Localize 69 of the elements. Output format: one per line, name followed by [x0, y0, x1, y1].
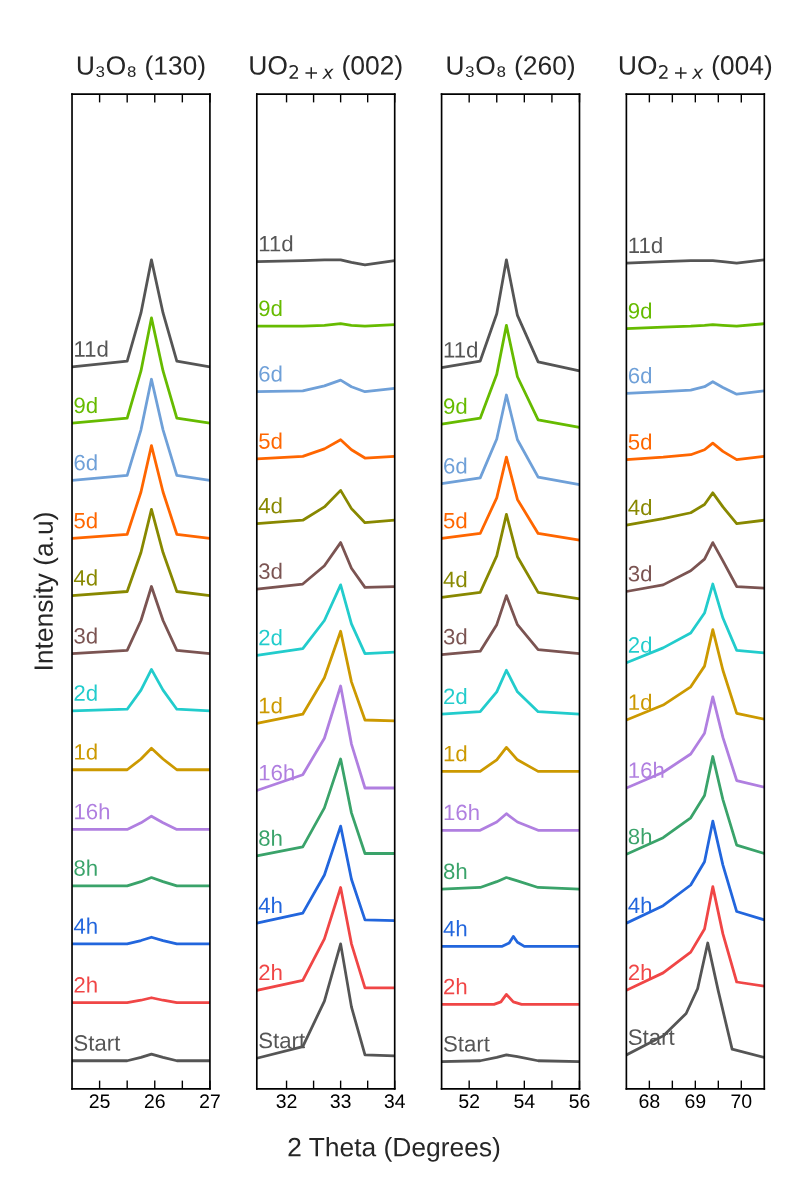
- y-axis-title: Intensity (a.u): [33, 513, 59, 669]
- series-label: 5d: [443, 512, 467, 529]
- series-label: 3d: [443, 628, 467, 645]
- series-label: 11d: [259, 235, 293, 252]
- x-tick-label: 69: [685, 1094, 706, 1109]
- series-label: 1d: [444, 745, 467, 762]
- series-label: 9d: [259, 299, 282, 317]
- series-label: 16h: [629, 761, 664, 779]
- series-label: 5d: [74, 512, 97, 529]
- x-tick-label: 56: [569, 1094, 590, 1109]
- series-label: 9d: [74, 396, 97, 414]
- series-label: 4d: [73, 569, 97, 586]
- series-label: Start: [259, 1032, 305, 1049]
- series-label: 6d: [74, 454, 97, 471]
- series-label: 11d: [75, 340, 108, 357]
- series-label: 6d: [444, 457, 467, 474]
- series-label: 8h: [259, 829, 282, 847]
- x-tick-label: 70: [731, 1094, 752, 1109]
- series-label: 5d: [259, 432, 282, 449]
- series-label: 8h: [628, 828, 652, 845]
- x-tick-label: 33: [330, 1094, 351, 1109]
- series-label: 4h: [258, 896, 282, 913]
- series-label: 6d: [628, 367, 652, 384]
- series-label: 16h: [259, 764, 294, 781]
- series-label: 4d: [443, 571, 467, 588]
- series-label: 6d: [259, 365, 282, 382]
- series-label: 2h: [259, 964, 282, 981]
- series-label: 2d: [259, 629, 282, 646]
- series-label: 3d: [74, 627, 97, 644]
- x-axis-title: 2 Theta (Degrees): [288, 1137, 500, 1162]
- series-label: 9d: [444, 397, 467, 415]
- series-label: 4h: [73, 917, 97, 934]
- series-label: 5d: [628, 433, 652, 450]
- series-label: 16h: [75, 803, 110, 820]
- series-label: 2h: [74, 976, 97, 993]
- series-label: 4d: [628, 498, 652, 516]
- series-label: 11d: [444, 341, 477, 358]
- series-label: 8h: [443, 862, 467, 880]
- series-label: 8h: [74, 859, 97, 876]
- x-tick-label: 68: [639, 1094, 660, 1109]
- series-label: 4h: [628, 896, 652, 913]
- series-label: 3d: [628, 565, 652, 582]
- series-label: 2d: [628, 636, 652, 653]
- series-label: 1d: [75, 743, 97, 760]
- series-label: 2d: [74, 684, 97, 701]
- series-label: 1d: [259, 697, 282, 714]
- series-label: 4d: [258, 497, 282, 514]
- x-tick-label: 54: [514, 1094, 535, 1109]
- series-label: 2d: [444, 687, 467, 705]
- series-label: 16h: [444, 804, 479, 821]
- x-tick-label: 27: [200, 1094, 220, 1108]
- chart-title: U₃O₈ (260): [447, 55, 575, 81]
- x-tick-label: 26: [144, 1094, 165, 1109]
- x-tick-label: 25: [89, 1094, 110, 1109]
- series-label: 11d: [629, 236, 662, 254]
- series-label: 1d: [629, 693, 652, 711]
- series-label: 2h: [444, 978, 467, 995]
- series-label: 9d: [628, 302, 652, 319]
- x-tick-label: 52: [459, 1094, 480, 1109]
- series-label: 2h: [628, 964, 652, 981]
- series-label: Start: [74, 1035, 121, 1051]
- series-label: 4h: [443, 920, 467, 937]
- x-tick-label: 34: [384, 1094, 405, 1109]
- chart-title: UO$_{2+x}$ (002): [250, 55, 402, 80]
- series-label: 3d: [259, 562, 282, 580]
- series-label: Start: [443, 1035, 490, 1052]
- chart-title: UO$_{2+x}$ (004): [619, 55, 772, 80]
- chart-title: U₃O₈ (130): [77, 55, 205, 81]
- x-tick-label: 32: [276, 1094, 297, 1109]
